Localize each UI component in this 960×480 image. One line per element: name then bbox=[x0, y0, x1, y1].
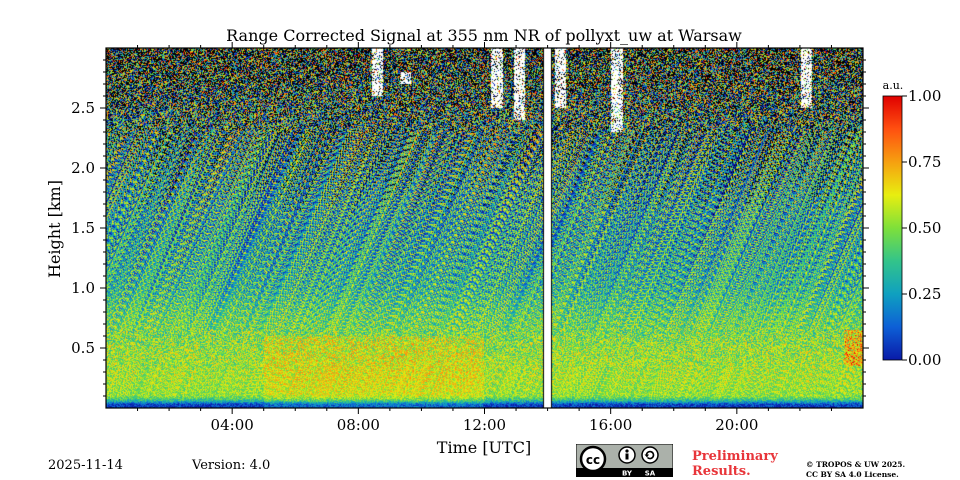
x-tick-label: 20:00 bbox=[715, 416, 758, 434]
x-axis: 04:00 08:00 12:00 16:00 20:00 bbox=[137, 42, 832, 434]
colorbar-tick-label: 1.00 bbox=[908, 87, 941, 105]
cc-icon bbox=[579, 445, 607, 473]
colorbar-tick-label: 0.25 bbox=[908, 285, 941, 303]
x-tick-label: 04:00 bbox=[211, 416, 254, 434]
date-label: 2025-11-14 bbox=[48, 458, 123, 473]
copyright-line-1: © TROPOS & UW 2025. bbox=[806, 460, 906, 469]
heatmap-plot bbox=[106, 48, 863, 408]
x-axis-label: Time [UTC] bbox=[437, 438, 531, 457]
x-tick-label: 16:00 bbox=[589, 416, 632, 434]
colorbar-tick-label: 0.00 bbox=[908, 351, 941, 369]
cc-text: cc bbox=[586, 453, 600, 467]
colorbar-unit: a.u. bbox=[883, 79, 904, 92]
preliminary-notice: Preliminary Results. bbox=[692, 449, 778, 479]
heatmap-image bbox=[106, 48, 863, 408]
y-tick-label: 2.5 bbox=[71, 99, 95, 117]
preliminary-line-1: Preliminary bbox=[692, 449, 778, 464]
copyright-notice: © TROPOS & UW 2025. CC BY SA 4.0 License… bbox=[806, 460, 905, 480]
version-label: Version: 4.0 bbox=[192, 458, 271, 473]
colorbar-tick-label: 0.75 bbox=[908, 153, 941, 171]
colorbar-gradient bbox=[882, 95, 903, 361]
y-tick-label: 1.5 bbox=[71, 219, 95, 237]
colorbar-tick-label: 0.50 bbox=[908, 219, 941, 237]
y-tick-label: 1.0 bbox=[71, 279, 95, 297]
y-tick-label: 2.0 bbox=[71, 159, 95, 177]
by-text: BY bbox=[622, 470, 633, 478]
chart-title: Range Corrected Signal at 355 nm NR of p… bbox=[226, 26, 742, 45]
colorbar: a.u. 0.00 0.25 0.50 0.75 1.00 bbox=[882, 79, 941, 369]
x-tick-label: 12:00 bbox=[463, 416, 506, 434]
copyright-line-2: CC BY SA 4.0 License. bbox=[806, 470, 899, 479]
y-axis-label: Height [km] bbox=[45, 180, 64, 278]
sa-text: SA bbox=[645, 470, 656, 478]
y-tick-label: 0.5 bbox=[71, 339, 95, 357]
y-axis: 0.5 1.0 1.5 2.0 2.5 bbox=[71, 59, 869, 397]
sa-share-alike-icon bbox=[641, 446, 659, 464]
preliminary-line-2: Results. bbox=[692, 464, 751, 479]
x-tick-label: 08:00 bbox=[337, 416, 380, 434]
cc-license-badge[interactable]: cc BY SA bbox=[576, 444, 673, 477]
